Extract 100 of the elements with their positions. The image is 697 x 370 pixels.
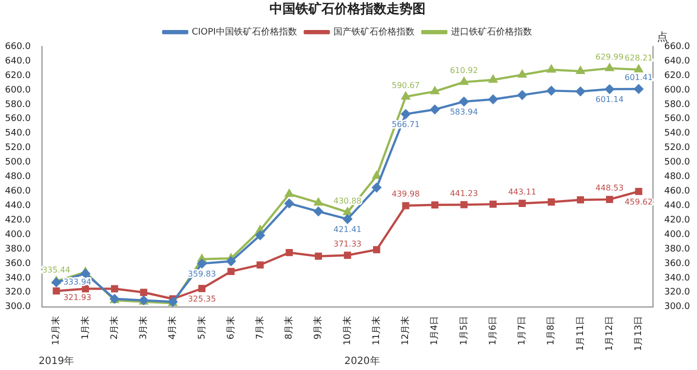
point [372,171,381,179]
point [459,96,469,106]
point [576,196,584,204]
point [314,206,323,216]
data-label: 439.98 [392,190,420,199]
y2-tick-label: 520.0 [664,143,690,154]
y-tick-label: 540.0 [5,128,32,139]
y-tick-label: 420.0 [5,215,32,226]
x-tick-label: 3月末 [138,316,150,340]
y2-tick-label: 580.0 [664,100,690,110]
point [401,109,410,119]
point [460,201,468,208]
x-tick-label: 1月8日 [546,316,557,346]
y2-tick-label: 440.0 [664,200,690,211]
point [460,77,468,85]
chart-title: 中国铁矿石价格指数走势图 [270,1,426,18]
point [634,84,644,94]
data-label: 443.11 [508,187,536,196]
point [52,278,61,287]
point [343,208,352,216]
data-label: 601.14 [596,95,624,104]
x-tick-label: 12月末 [50,316,62,346]
x-tick-label: 9月末 [312,316,324,340]
y-tick-label: 460.0 [5,186,32,197]
point [256,230,265,240]
point [284,198,294,208]
point [342,214,352,224]
y-tick-label: 640.0 [5,56,32,66]
data-label: 335.44 [42,265,70,274]
point [576,86,586,96]
point [198,284,206,292]
y2-tick-label: 400.0 [664,230,690,240]
point [547,65,556,73]
legend-label: 进口铁矿石价格指数 [450,26,532,38]
x-tick-label: 5月末 [196,316,208,340]
point [227,268,235,275]
y-tick-label: 340.0 [5,273,32,284]
y-tick-label: 580.0 [5,100,32,110]
y2-tick-label: 300.0 [664,302,690,312]
point [431,201,438,208]
y2-tick-label: 540.0 [664,128,690,139]
x-tick-label: 12月末 [400,316,412,346]
point [402,92,410,100]
data-label: 629.99 [596,52,624,62]
point [518,70,526,78]
x-tick-label: 1月末 [80,316,91,340]
point [430,86,439,94]
y-tick-label: 520.0 [5,143,32,154]
x-tick-label: 6月末 [225,316,236,340]
point [576,66,585,74]
point [314,198,323,206]
y-tick-label: 400.0 [5,230,32,240]
point [256,261,264,268]
point [604,84,614,94]
x-tick-label: 1月5日 [459,316,470,346]
data-label: 321.93 [63,293,92,302]
point [634,64,643,72]
point [548,198,555,206]
data-label: 441.23 [450,188,478,198]
point [402,202,410,210]
point [82,285,90,292]
y2-tick-label: 480.0 [664,172,690,182]
data-label: 448.53 [596,184,624,193]
data-label: 601.41 [624,73,653,82]
x-tick-label: 1月4日 [430,316,440,346]
point [110,285,118,292]
y-tick-label: 300.0 [5,302,32,312]
point [372,182,382,192]
point [285,189,294,197]
x-tick-label: 8月末 [284,316,295,340]
y2-tick-label: 640.0 [664,56,690,66]
data-label: 371.33 [334,239,362,248]
y2-tick-label: 660.0 [664,42,690,52]
y-tick-label: 320.0 [5,288,32,298]
y-tick-label: 480.0 [5,172,32,182]
text: 2020年 [344,355,380,367]
y2-tick-label: 460.0 [664,186,690,197]
point [605,64,614,72]
y2-tick-label: 420.0 [664,215,690,226]
y-tick-label: 560.0 [5,114,32,124]
y2-tick-label: 340.0 [664,273,690,284]
point [546,86,556,96]
y-tick-label: 620.0 [5,70,32,81]
point [286,249,293,256]
data-label: 610.92 [450,66,478,76]
x-tick-label: 1月6日 [488,316,498,346]
data-label: 333.94 [63,277,92,286]
legend-label: CIOPI中国铁矿石价格指数 [192,26,297,38]
point [80,268,90,278]
point [490,200,497,208]
y2-tick-label: 360.0 [664,258,690,269]
y-tick-label: 500.0 [5,158,32,168]
text: 2019年 [38,355,74,367]
y2-tick-label: 600.0 [664,85,690,96]
point [197,258,207,268]
point [373,246,380,254]
point [226,256,236,266]
point [52,287,60,295]
data-label: 325.35 [188,294,216,304]
x-tick-label: 1月12日 [604,316,615,352]
